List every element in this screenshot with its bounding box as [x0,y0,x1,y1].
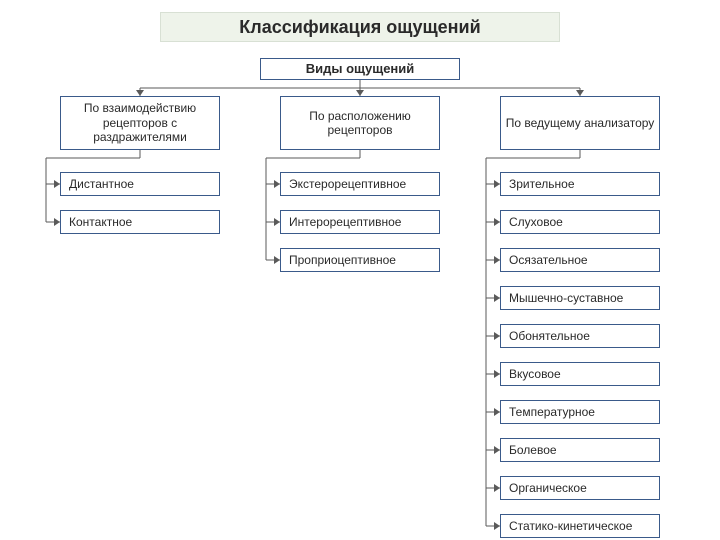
item-box: Экстерорецептивное [280,172,440,196]
item-box: Болевое [500,438,660,462]
category-box-interaction: По взаимодействию рецепторов с раздражит… [60,96,220,150]
item-box: Вкусовое [500,362,660,386]
category-box-location: По расположению рецепторов [280,96,440,150]
item-box: Контактное [60,210,220,234]
item-box: Проприоцептивное [280,248,440,272]
item-box: Интерорецептивное [280,210,440,234]
item-box: Зрительное [500,172,660,196]
item-box: Дистантное [60,172,220,196]
main-title: Классификация ощущений [160,12,560,42]
item-box: Органическое [500,476,660,500]
item-box: Слуховое [500,210,660,234]
item-box: Мышечно-суставное [500,286,660,310]
category-box-analyzer: По ведущему анализатору [500,96,660,150]
subtitle-box: Виды ощущений [260,58,460,80]
item-box: Осязательное [500,248,660,272]
item-box: Температурное [500,400,660,424]
item-box: Статико-кинетическое [500,514,660,538]
item-box: Обонятельное [500,324,660,348]
